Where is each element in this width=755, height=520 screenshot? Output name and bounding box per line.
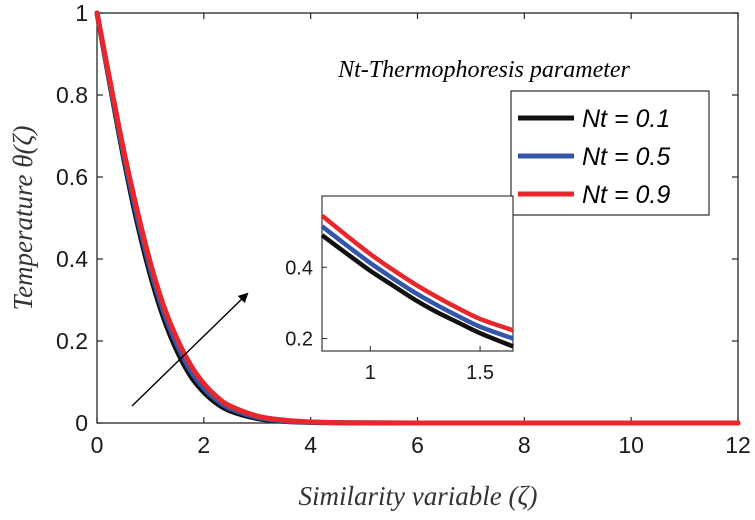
x-tick-label: 2: [197, 432, 210, 458]
x-tick-label: 0: [91, 432, 104, 458]
legend: Nt = 0.1 Nt = 0.5 Nt = 0.9: [510, 90, 710, 216]
y-axis: 0 0.2 0.4 0.6 0.8 1: [56, 0, 738, 436]
x-axis-label: Similarity variable (ζ): [299, 481, 538, 511]
series-line-3: [94, 10, 741, 426]
inset-y-tick-label: 0.2: [285, 329, 313, 351]
x-tick-label: 10: [618, 432, 644, 458]
y-tick-label: 0.2: [56, 328, 88, 354]
x-tick-label: 4: [304, 432, 317, 458]
inset-series-line-3: [320, 213, 514, 333]
legend-label-1: Nt = 0.1: [582, 105, 670, 133]
inset-x-axis: 1 1.5: [365, 346, 494, 384]
legend-title: Nt-Thermophoresis parameter: [337, 57, 630, 83]
legend-label-2: Nt = 0.5: [582, 143, 670, 171]
inset-x-tick-label: 1: [365, 362, 376, 384]
inset-series-line-1: [320, 233, 514, 349]
y-tick-label: 0.4: [56, 246, 88, 272]
x-tick-label: 12: [725, 432, 751, 458]
y-tick-label: 0.6: [56, 164, 88, 190]
x-tick-label: 8: [518, 432, 531, 458]
inset-x-tick-label: 1.5: [466, 362, 494, 384]
y-tick-label: 0: [75, 410, 88, 436]
inset-chart: 1 1.5 0.20.4: [285, 195, 514, 384]
inset-y-axis: 0.2 0.4: [285, 257, 327, 351]
series-lines: [94, 10, 741, 426]
legend-label-3: Nt = 0.9: [582, 181, 670, 209]
inset-series-lines: [320, 213, 514, 349]
inset-plot-area: [321, 195, 514, 352]
y-tick-label: 0.8: [56, 82, 88, 108]
increase-arrow: [131, 292, 249, 407]
x-tick-label: 6: [411, 432, 424, 458]
y-tick-label: 1: [75, 0, 88, 26]
inset-series-line-2: [320, 224, 514, 341]
y-axis-label: Temperature θ(ζ): [8, 126, 38, 311]
inset-y-tick-label: 0.4: [285, 257, 313, 279]
